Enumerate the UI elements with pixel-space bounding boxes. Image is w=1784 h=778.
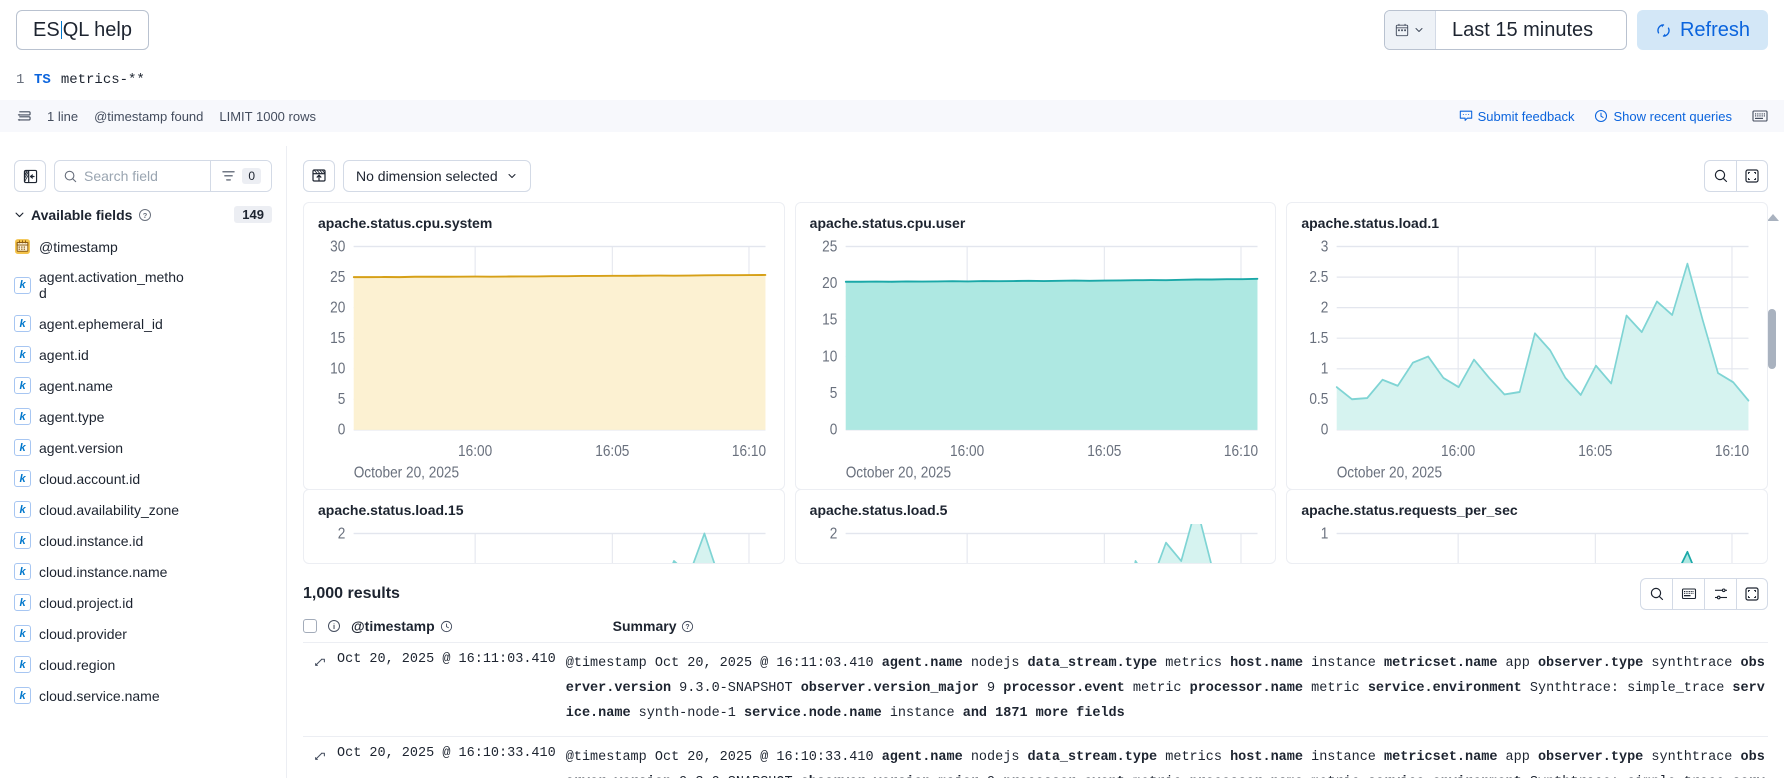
svg-text:25: 25 [822, 239, 837, 256]
svg-text:2: 2 [829, 526, 837, 543]
svg-text:25: 25 [330, 269, 345, 286]
svg-text:i: i [333, 622, 335, 631]
svg-text:15: 15 [822, 312, 837, 329]
svg-text:2.5: 2.5 [1310, 269, 1329, 286]
svg-text:1: 1 [1321, 361, 1329, 378]
svg-text:20: 20 [822, 275, 837, 292]
svg-text:30: 30 [330, 239, 345, 256]
svg-text:1.5: 1.5 [1310, 330, 1329, 347]
svg-text:October 20, 2025: October 20, 2025 [845, 465, 950, 482]
svg-text:October 20, 2025: October 20, 2025 [1337, 465, 1442, 482]
svg-text:5: 5 [338, 391, 346, 408]
svg-text:0: 0 [829, 422, 837, 439]
svg-text:15: 15 [330, 330, 345, 347]
svg-text:16:00: 16:00 [458, 443, 492, 460]
svg-text:2: 2 [1321, 300, 1329, 317]
svg-text:0.8: 0.8 [1310, 562, 1329, 564]
svg-text:16:10: 16:10 [1715, 443, 1749, 460]
svg-text:1: 1 [1321, 526, 1329, 543]
svg-text:2: 2 [338, 526, 346, 543]
svg-text:20: 20 [330, 300, 345, 317]
svg-text:October 20, 2025: October 20, 2025 [354, 465, 459, 482]
svg-text:5: 5 [829, 385, 837, 402]
svg-text:16:05: 16:05 [1579, 443, 1613, 460]
svg-text:?: ? [143, 210, 148, 219]
svg-text:16:00: 16:00 [950, 443, 984, 460]
svg-text:16:05: 16:05 [595, 443, 629, 460]
svg-text:16:05: 16:05 [1087, 443, 1121, 460]
svg-text:16:00: 16:00 [1441, 443, 1475, 460]
svg-text:0.5: 0.5 [1310, 391, 1329, 408]
svg-text:3: 3 [1321, 239, 1329, 256]
svg-text:0: 0 [338, 422, 346, 439]
svg-text:0: 0 [1321, 422, 1329, 439]
svg-text:16:10: 16:10 [1224, 443, 1258, 460]
svg-text:?: ? [686, 624, 690, 631]
svg-text:10: 10 [330, 361, 345, 378]
svg-text:10: 10 [822, 349, 837, 366]
svg-text:16:10: 16:10 [732, 443, 766, 460]
